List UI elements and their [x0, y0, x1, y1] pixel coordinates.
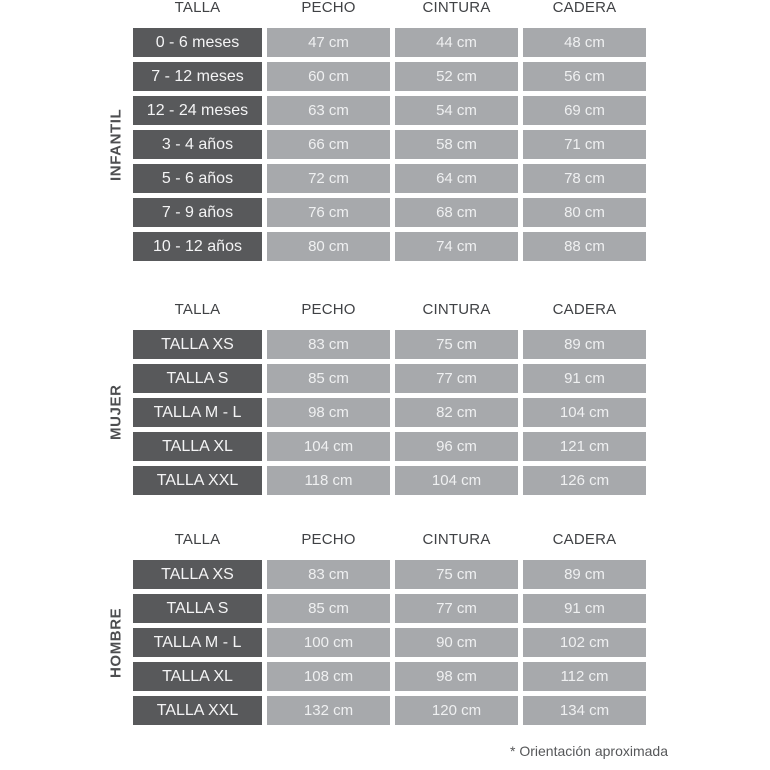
column-header-pecho: PECHO [301, 531, 356, 548]
size-table-section: MUJER TALLA PECHO CINTURA CADERA TALLA XS 83… [108, 302, 646, 495]
measurement-cell: 91 cm [523, 364, 646, 393]
column-header-pecho: PECHO [301, 0, 356, 16]
column-header-cintura: CINTURA [422, 301, 491, 318]
section-category-label: INFANTIL [107, 108, 125, 181]
size-label-cell: 10 - 12 años [133, 232, 262, 261]
measurement-cell: 44 cm [395, 28, 518, 57]
measurement-cell: 48 cm [523, 28, 646, 57]
size-label-cell: 7 - 12 meses [133, 62, 262, 91]
measurement-cell: 104 cm [267, 432, 390, 461]
size-label-cell: TALLA M - L [133, 628, 262, 657]
measurement-cell: 68 cm [395, 198, 518, 227]
measurement-cell: 100 cm [267, 628, 390, 657]
size-label-cell: TALLA S [133, 594, 262, 623]
measurement-cell: 75 cm [395, 330, 518, 359]
size-label-cell: TALLA XL [133, 432, 262, 461]
table-header-row: TALLA PECHO CINTURA CADERA [133, 302, 646, 318]
measurement-cell: 132 cm [267, 696, 390, 725]
measurement-cell: 126 cm [523, 466, 646, 495]
size-label-cell: TALLA S [133, 364, 262, 393]
measurement-cell: 102 cm [523, 628, 646, 657]
measurement-cell: 47 cm [267, 28, 390, 57]
measurement-cell: 78 cm [523, 164, 646, 193]
measurement-cell: 64 cm [395, 164, 518, 193]
measurement-cell: 60 cm [267, 62, 390, 91]
measurement-cell: 76 cm [267, 198, 390, 227]
size-label-cell: 3 - 4 años [133, 130, 262, 159]
table-body: 0 - 6 meses 47 cm 44 cm 48 cm 7 - 12 meses 60… [133, 28, 646, 261]
size-label-cell: 5 - 6 años [133, 164, 262, 193]
measurement-cell: 90 cm [395, 628, 518, 657]
measurement-cell: 75 cm [395, 560, 518, 589]
measurement-cell: 77 cm [395, 364, 518, 393]
measurement-cell: 89 cm [523, 330, 646, 359]
size-label-cell: TALLA XXL [133, 466, 262, 495]
size-table-section: INFANTIL TALLA PECHO CINTURA CADERA 0 - 6 m… [108, 0, 646, 261]
table-header-row: TALLA PECHO CINTURA CADERA [133, 532, 646, 548]
measurement-cell: 74 cm [395, 232, 518, 261]
measurement-cell: 82 cm [395, 398, 518, 427]
measurement-cell: 108 cm [267, 662, 390, 691]
measurement-cell: 52 cm [395, 62, 518, 91]
measurement-cell: 66 cm [267, 130, 390, 159]
measurement-cell: 91 cm [523, 594, 646, 623]
table-body: TALLA XS 83 cm 75 cm 89 cm TALLA S 85 cm 77 cm… [133, 560, 646, 725]
measurement-cell: 112 cm [523, 662, 646, 691]
size-label-cell: 7 - 9 años [133, 198, 262, 227]
measurement-cell: 58 cm [395, 130, 518, 159]
size-label-cell: TALLA XXL [133, 696, 262, 725]
measurement-cell: 83 cm [267, 560, 390, 589]
measurement-cell: 118 cm [267, 466, 390, 495]
measurement-cell: 83 cm [267, 330, 390, 359]
size-label-cell: 12 - 24 meses [133, 96, 262, 125]
measurement-cell: 80 cm [523, 198, 646, 227]
measurement-cell: 98 cm [267, 398, 390, 427]
measurement-cell: 54 cm [395, 96, 518, 125]
measurement-cell: 88 cm [523, 232, 646, 261]
size-label-cell: 0 - 6 meses [133, 28, 262, 57]
footnote: * Orientación aproximada [510, 743, 668, 759]
measurement-cell: 89 cm [523, 560, 646, 589]
measurement-cell: 121 cm [523, 432, 646, 461]
column-header-cintura: CINTURA [422, 0, 491, 16]
column-header-pecho: PECHO [301, 301, 356, 318]
measurement-cell: 104 cm [523, 398, 646, 427]
measurement-cell: 77 cm [395, 594, 518, 623]
column-header-cadera: CADERA [552, 301, 617, 318]
size-label-cell: TALLA XL [133, 662, 262, 691]
size-label-cell: TALLA XS [133, 330, 262, 359]
measurement-cell: 96 cm [395, 432, 518, 461]
measurement-cell: 134 cm [523, 696, 646, 725]
section-category-label: HOMBRE [107, 607, 125, 678]
size-label-cell: TALLA M - L [133, 398, 262, 427]
measurement-cell: 71 cm [523, 130, 646, 159]
size-label-cell: TALLA XS [133, 560, 262, 589]
measurement-cell: 85 cm [267, 364, 390, 393]
column-header-talla: TALLA [174, 0, 221, 16]
measurement-cell: 63 cm [267, 96, 390, 125]
table-body: TALLA XS 83 cm 75 cm 89 cm TALLA S 85 cm 77 cm… [133, 330, 646, 495]
measurement-cell: 120 cm [395, 696, 518, 725]
measurement-cell: 98 cm [395, 662, 518, 691]
section-category-label: MUJER [107, 384, 125, 441]
measurement-cell: 104 cm [395, 466, 518, 495]
column-header-talla: TALLA [174, 301, 221, 318]
measurement-cell: 56 cm [523, 62, 646, 91]
column-header-cadera: CADERA [552, 531, 617, 548]
column-header-cadera: CADERA [552, 0, 617, 16]
measurement-cell: 69 cm [523, 96, 646, 125]
measurement-cell: 85 cm [267, 594, 390, 623]
column-header-talla: TALLA [174, 531, 221, 548]
measurement-cell: 72 cm [267, 164, 390, 193]
table-header-row: TALLA PECHO CINTURA CADERA [133, 0, 646, 16]
measurement-cell: 80 cm [267, 232, 390, 261]
column-header-cintura: CINTURA [422, 531, 491, 548]
size-table-section: HOMBRE TALLA PECHO CINTURA CADERA TALLA XS 8… [108, 532, 646, 725]
